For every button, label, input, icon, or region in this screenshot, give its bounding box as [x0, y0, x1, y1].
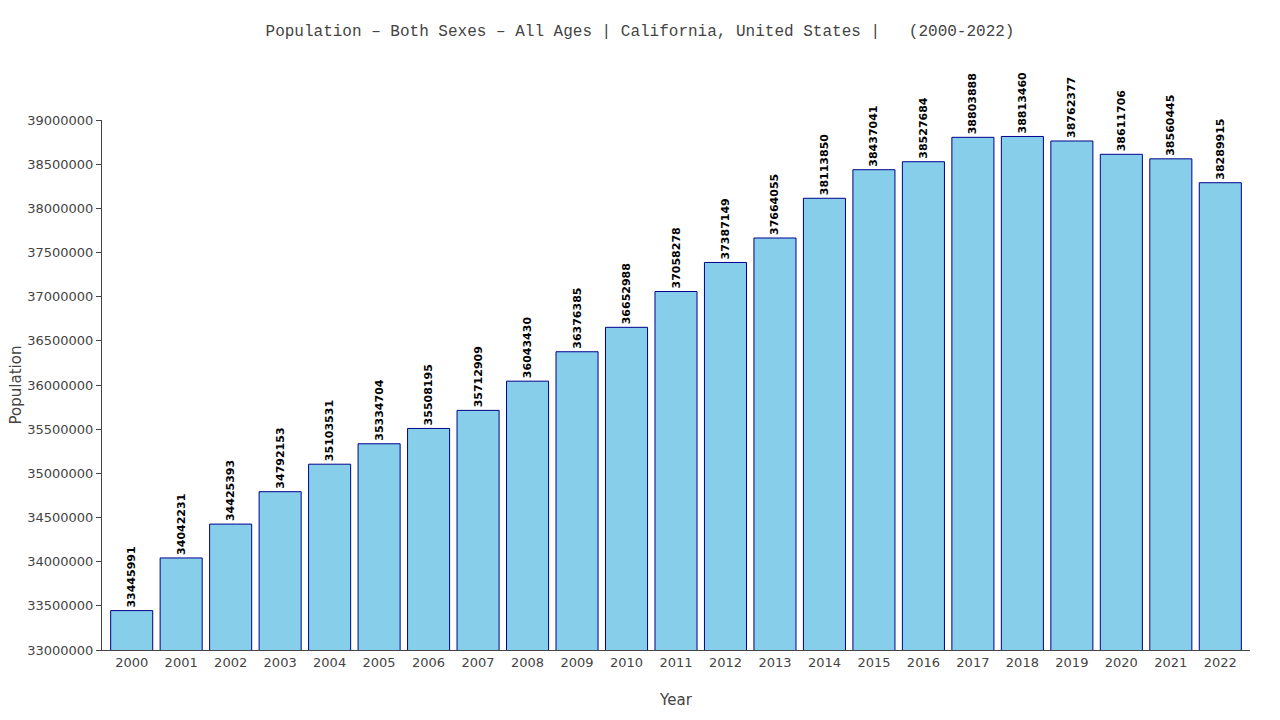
svg-text:2007: 2007: [462, 655, 495, 670]
svg-text:36500000: 36500000: [27, 333, 93, 348]
svg-text:2015: 2015: [857, 655, 890, 670]
svg-text:2001: 2001: [165, 655, 198, 670]
svg-text:35334704: 35334704: [373, 379, 386, 441]
svg-text:35508195: 35508195: [422, 364, 435, 425]
svg-text:2011: 2011: [659, 655, 692, 670]
svg-text:38762377: 38762377: [1065, 77, 1078, 138]
svg-text:37058278: 37058278: [670, 227, 683, 288]
svg-text:33000000: 33000000: [27, 643, 93, 658]
svg-text:34042231: 34042231: [175, 494, 188, 555]
svg-text:38113850: 38113850: [818, 134, 831, 196]
svg-text:34000000: 34000000: [27, 554, 93, 569]
svg-text:Population – Both Sexes – All: Population – Both Sexes – All Ages | Cal…: [266, 23, 1015, 41]
svg-text:36000000: 36000000: [27, 378, 93, 393]
svg-text:38000000: 38000000: [27, 201, 93, 216]
svg-text:37000000: 37000000: [27, 289, 93, 304]
svg-text:2003: 2003: [264, 655, 297, 670]
svg-text:38803888: 38803888: [966, 73, 979, 134]
svg-text:2009: 2009: [560, 655, 593, 670]
svg-text:37387149: 37387149: [719, 198, 732, 259]
svg-text:36376385: 36376385: [571, 288, 584, 349]
svg-text:2020: 2020: [1105, 655, 1138, 670]
svg-text:2012: 2012: [709, 655, 742, 670]
svg-text:33445991: 33445991: [125, 546, 138, 607]
svg-text:38813460: 38813460: [1016, 72, 1029, 134]
svg-text:38560445: 38560445: [1164, 95, 1177, 156]
svg-text:2004: 2004: [313, 655, 346, 670]
svg-text:37500000: 37500000: [27, 245, 93, 260]
svg-text:39000000: 39000000: [27, 113, 93, 128]
svg-text:34500000: 34500000: [27, 510, 93, 525]
svg-text:34425393: 34425393: [224, 460, 237, 521]
svg-text:33500000: 33500000: [27, 598, 93, 613]
svg-text:36652988: 36652988: [620, 263, 633, 324]
svg-text:2014: 2014: [808, 655, 841, 670]
svg-text:2022: 2022: [1204, 655, 1237, 670]
svg-text:38437041: 38437041: [867, 105, 880, 166]
svg-text:35000000: 35000000: [27, 466, 93, 481]
svg-text:2018: 2018: [1006, 655, 1039, 670]
svg-text:37664055: 37664055: [768, 174, 781, 235]
svg-text:38527684: 38527684: [917, 97, 930, 159]
svg-text:35712909: 35712909: [472, 346, 485, 407]
svg-text:35103531: 35103531: [323, 400, 336, 461]
svg-text:38289915: 38289915: [1214, 118, 1227, 179]
svg-text:2013: 2013: [758, 655, 791, 670]
svg-text:2010: 2010: [610, 655, 643, 670]
svg-text:34792153: 34792153: [274, 427, 287, 488]
svg-text:2006: 2006: [412, 655, 445, 670]
svg-text:36043430: 36043430: [521, 317, 534, 379]
svg-text:35500000: 35500000: [27, 422, 93, 437]
svg-text:2019: 2019: [1055, 655, 1088, 670]
svg-text:38500000: 38500000: [27, 157, 93, 172]
svg-text:2017: 2017: [956, 655, 989, 670]
svg-text:2008: 2008: [511, 655, 544, 670]
svg-text:2021: 2021: [1154, 655, 1187, 670]
svg-text:2016: 2016: [907, 655, 940, 670]
svg-text:Year: Year: [659, 691, 693, 709]
svg-text:2005: 2005: [363, 655, 396, 670]
svg-text:2002: 2002: [214, 655, 247, 670]
svg-text:Population: Population: [7, 346, 25, 425]
svg-text:38611706: 38611706: [1115, 90, 1128, 152]
svg-text:2000: 2000: [115, 655, 148, 670]
